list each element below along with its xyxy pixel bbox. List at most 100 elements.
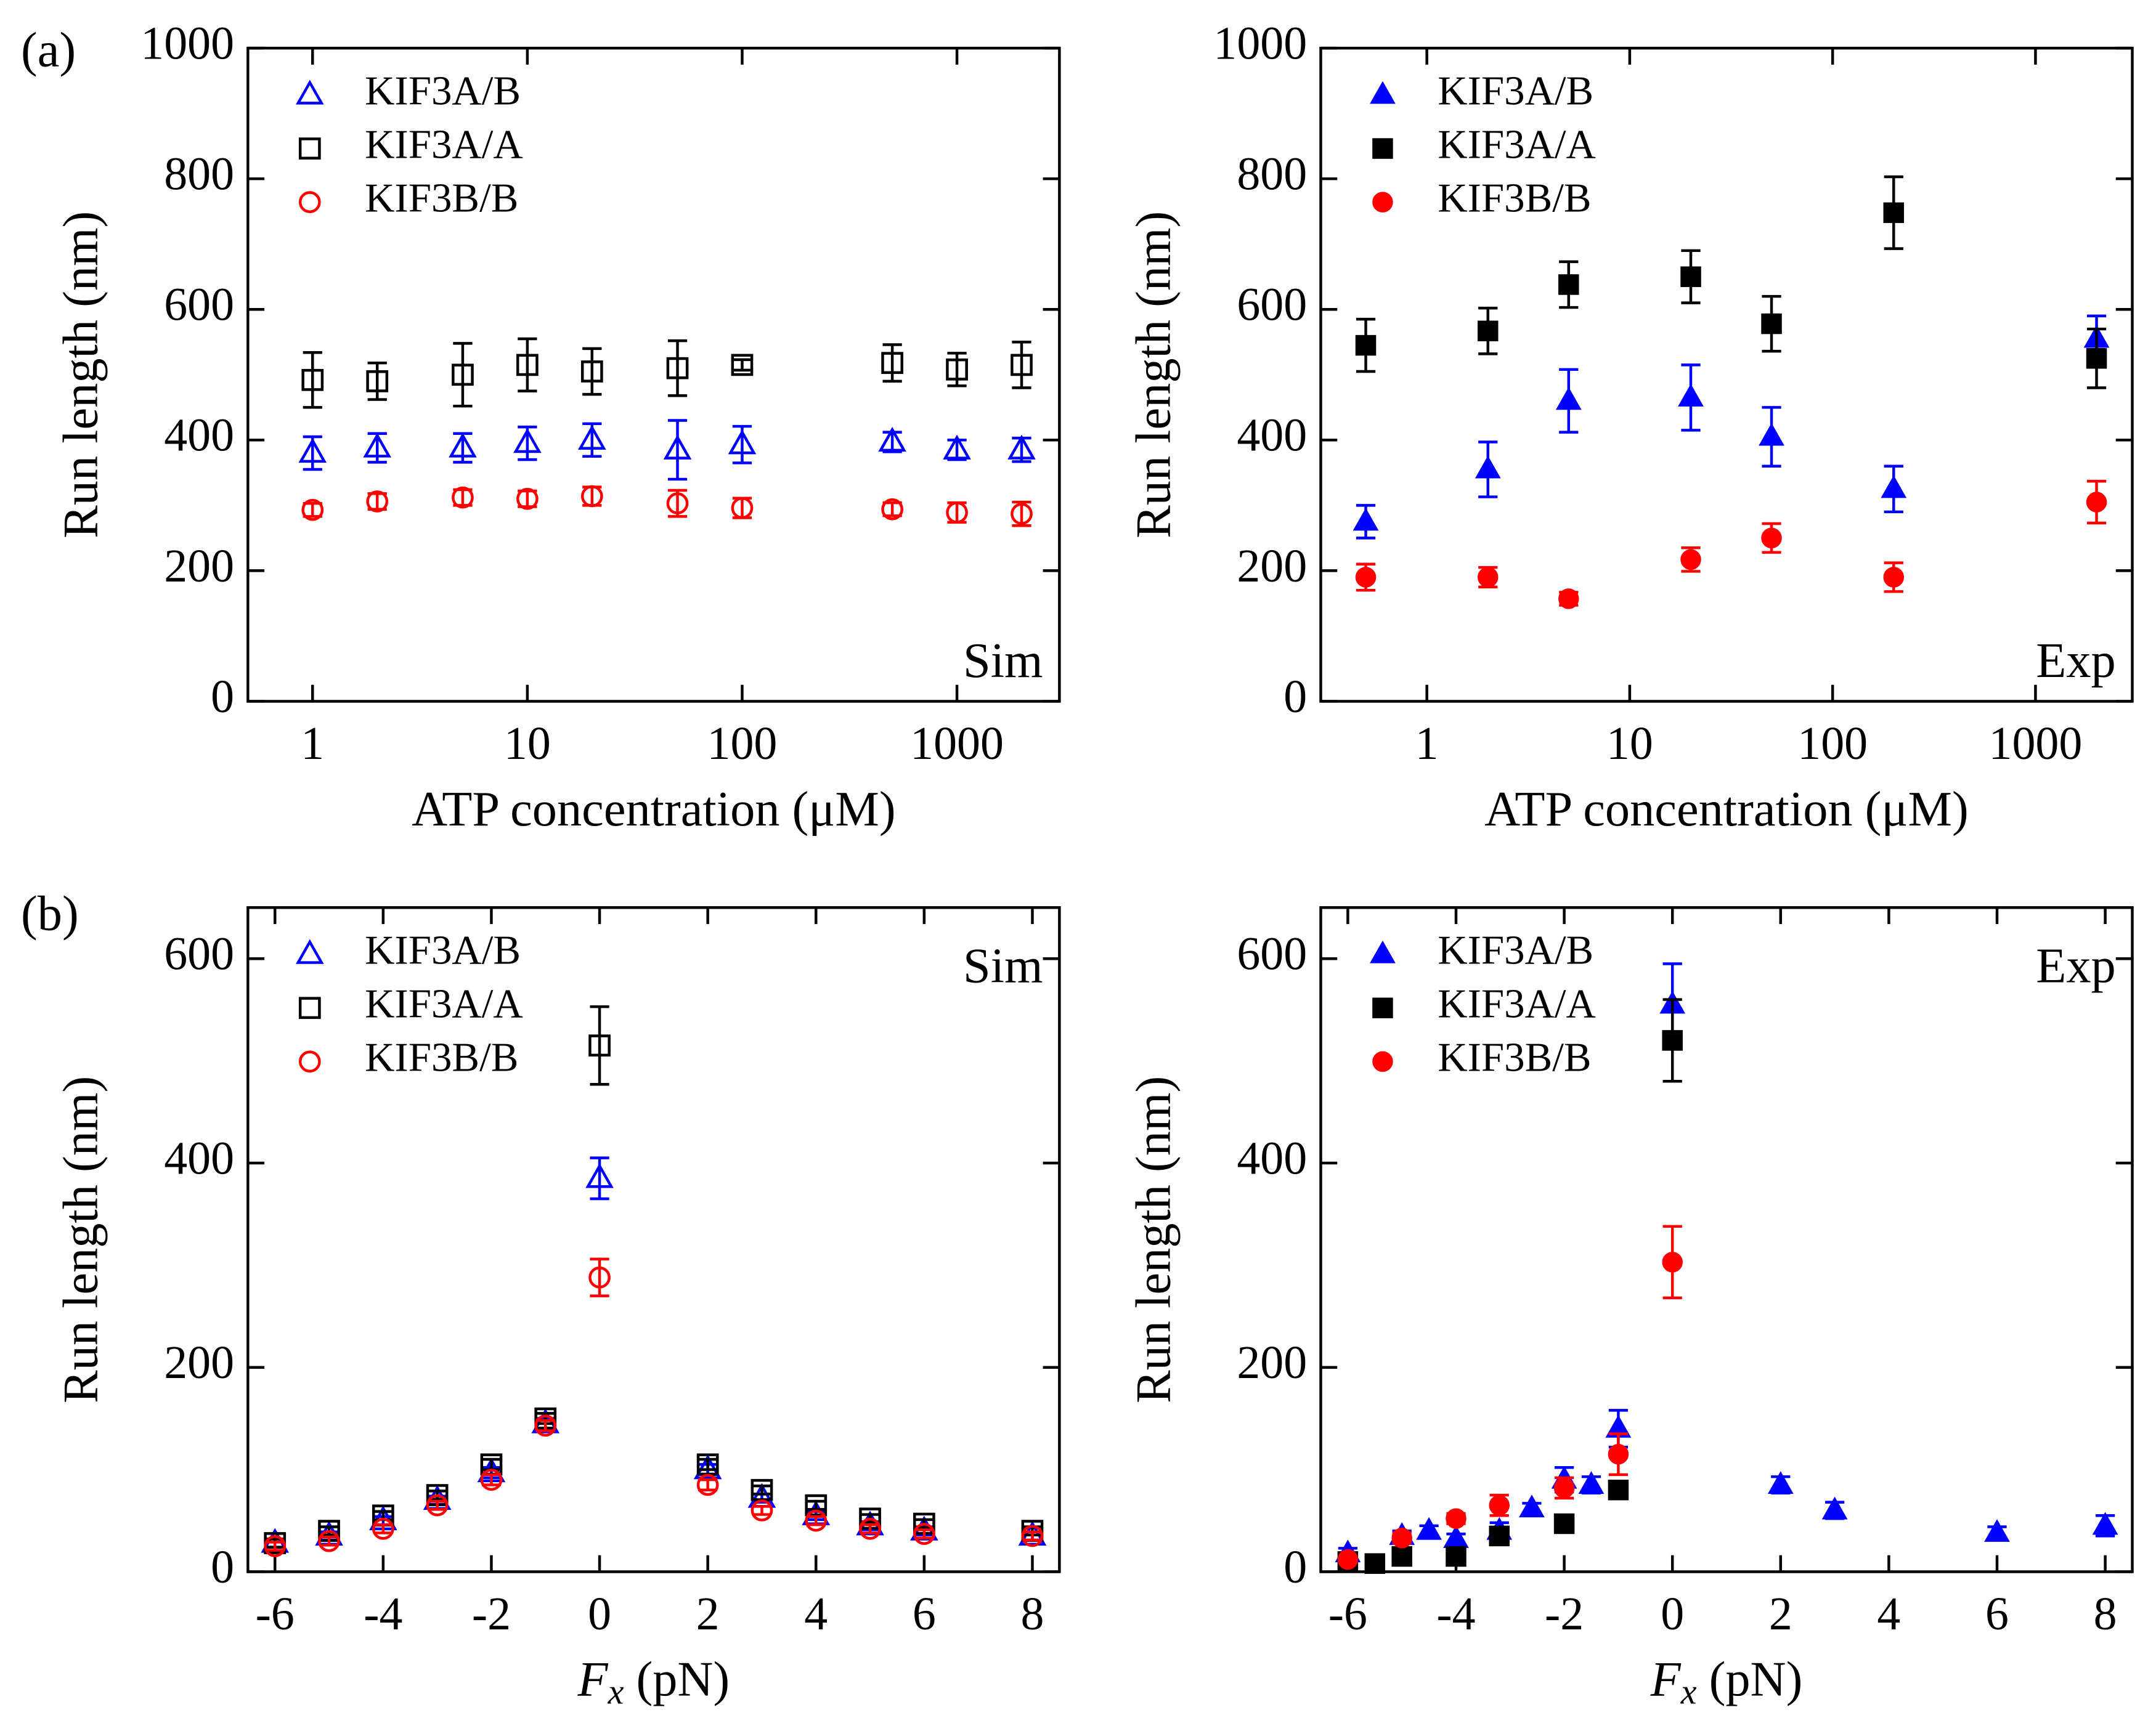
legend-marker [1370, 81, 1396, 104]
data-point [1553, 1513, 1575, 1534]
data-point [805, 1509, 828, 1532]
data-point [751, 1499, 773, 1522]
data-point [318, 1530, 340, 1552]
y-tick-label: 0 [211, 671, 234, 723]
data-point [1478, 320, 1499, 341]
data-point [1416, 1517, 1442, 1540]
error-bar [303, 501, 322, 518]
y-tick-label: 1000 [140, 18, 234, 70]
y-tick-label: 400 [164, 410, 234, 461]
data-point [1761, 313, 1782, 334]
data-point [1578, 1471, 1605, 1494]
data-point [2086, 492, 2107, 513]
data-point [1007, 434, 1036, 460]
x-tick-label: 8 [1020, 1588, 1044, 1640]
data-point [1475, 455, 1501, 479]
data-point [1759, 423, 1784, 446]
y-tick-label: 800 [1237, 148, 1307, 200]
y-axis-label: Run length (nm) [53, 1076, 108, 1403]
data-point [426, 1494, 449, 1517]
y-tick-label: 200 [1237, 540, 1307, 592]
error-bar [481, 1473, 502, 1486]
error-bar [590, 1257, 609, 1297]
data-point [913, 1523, 935, 1545]
plot-frame [1319, 46, 2134, 703]
x-tick-label: 0 [1661, 1588, 1684, 1640]
y-tick-label: 600 [164, 928, 234, 980]
data-point [1767, 1471, 1794, 1494]
error-bar [303, 351, 322, 409]
error-bar [806, 1499, 826, 1511]
legend-marker [1372, 138, 1393, 159]
legend-label: KIF3B/B [365, 175, 518, 221]
data-point [516, 487, 539, 510]
legend-label: KIF3A/A [365, 121, 523, 167]
legend-label: KIF3B/B [365, 1035, 518, 1080]
data-point [1555, 387, 1582, 410]
x-axis-label: Fx (pN) [577, 1652, 730, 1712]
legend-label: KIF3A/B [1438, 68, 1593, 113]
y-tick-label: 200 [164, 1337, 234, 1389]
data-point [1883, 567, 1905, 588]
y-tick-label: 0 [1283, 1541, 1307, 1593]
panel-annotation: Exp [2036, 633, 2115, 688]
data-point [1662, 1252, 1683, 1273]
data-point [878, 426, 906, 452]
data-point [666, 492, 689, 515]
x-tick-label: 1000 [910, 718, 1004, 769]
error-bar [667, 419, 688, 481]
plot-frame [246, 906, 1061, 1573]
data-point [449, 432, 477, 458]
data-point [731, 354, 754, 376]
legend-label: KIF3A/A [1438, 121, 1596, 167]
x-label-symbol: F [577, 1652, 609, 1707]
plot-frame [246, 46, 1061, 703]
data-point [1446, 1546, 1466, 1567]
data-point [1011, 503, 1033, 525]
y-tick-label: 600 [1237, 928, 1307, 980]
legend-marker [1372, 192, 1393, 213]
x-tick-label: 0 [588, 1588, 611, 1640]
data-point [1558, 588, 1579, 609]
legend-label: KIF3A/B [1438, 928, 1593, 973]
x-tick-label: 1000 [1989, 718, 2083, 769]
data-point [1883, 202, 1905, 224]
data-point [2092, 1512, 2118, 1535]
x-tick-label: 2 [1769, 1588, 1792, 1640]
data-point [666, 357, 689, 379]
error-bar [806, 1515, 826, 1526]
y-axis-label: Run length (nm) [1126, 1076, 1181, 1403]
panel-label: (b) [21, 886, 79, 941]
y-tick-label: 400 [1237, 410, 1307, 461]
error-bar [265, 1541, 285, 1552]
error-bar [453, 342, 473, 408]
y-tick-label: 600 [164, 279, 234, 331]
legend-marker [1372, 997, 1393, 1018]
x-tick-label: -4 [364, 1588, 402, 1640]
data-point [859, 1517, 881, 1540]
data-point [1558, 274, 1579, 295]
data-point [881, 352, 903, 375]
legend-marker [1372, 1051, 1393, 1072]
y-tick-label: 600 [1237, 279, 1307, 331]
data-point [301, 368, 324, 391]
error-bar [590, 1005, 609, 1086]
x-tick-label: 4 [804, 1588, 828, 1640]
error-bar [367, 361, 387, 401]
error-bar [752, 1505, 772, 1516]
x-tick-label: -6 [256, 1588, 295, 1640]
data-point [366, 490, 389, 513]
data-point [1608, 1480, 1629, 1501]
x-tick-label: 10 [504, 718, 551, 769]
data-point [943, 434, 971, 460]
plot-frame [1319, 906, 2134, 1573]
error-bar [914, 1528, 934, 1539]
x-tick-label: -4 [1436, 1588, 1475, 1640]
y-axis-label: Run length (nm) [1126, 211, 1181, 538]
data-point [1391, 1546, 1412, 1567]
data-point [805, 1494, 828, 1517]
data-point [663, 434, 692, 460]
data-point [2086, 348, 2107, 369]
